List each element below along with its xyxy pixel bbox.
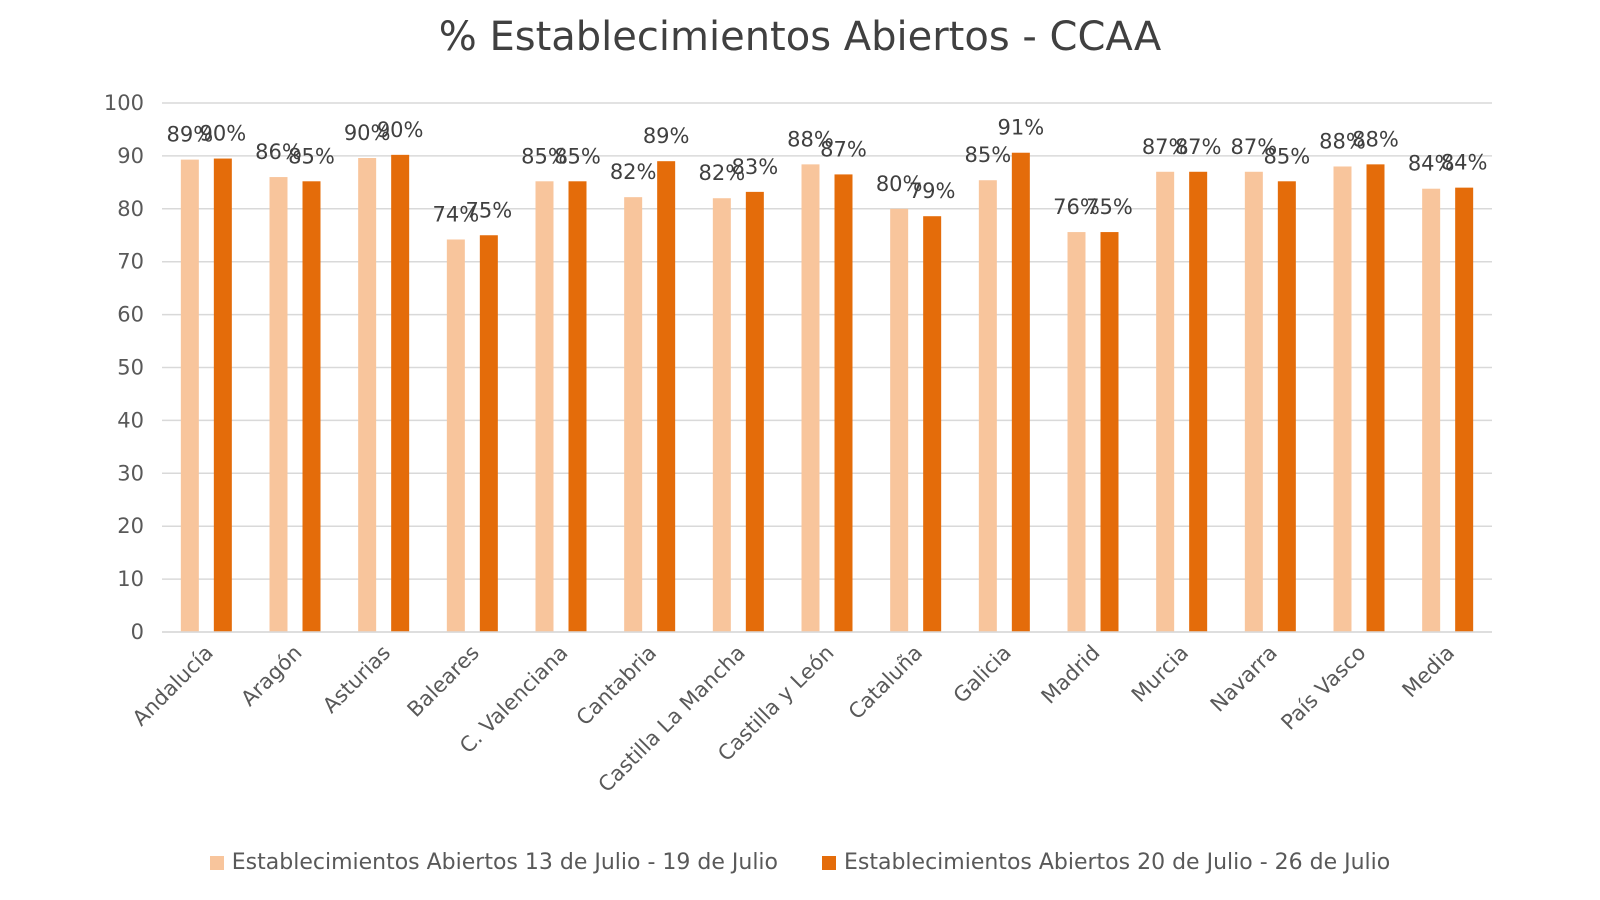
data-label: 90% [377,118,424,142]
bar-series-1 [1156,171,1175,632]
data-label: 84% [1441,151,1488,175]
bar-series-1 [1244,171,1263,632]
x-tick-label: Baleares [403,641,484,722]
bar-series-2 [834,174,853,633]
data-label: 85% [1263,144,1310,168]
data-label: 87% [1175,135,1222,159]
y-tick-label: 40 [117,408,144,432]
x-tick-label: Andalucía [128,641,218,731]
x-tick-label: Castilla La Mancha [594,641,750,797]
bar-series-1 [535,181,554,633]
data-label: 75% [1086,195,1133,219]
bar-series-2 [479,235,498,632]
data-label: 80% [876,172,923,196]
data-label: 90% [199,122,246,146]
data-label: 89% [643,124,690,148]
y-tick-label: 80 [117,197,144,221]
bar-series-1 [1422,188,1441,632]
legend-item-series-1: Establecimientos Abiertos 13 de Julio - … [209,850,778,875]
x-tick-label: Cataluña [844,641,927,724]
bar-series-1 [180,159,199,632]
data-label: 87% [1230,135,1277,159]
bar-series-2 [657,161,676,632]
x-tick-label: Galicia [949,641,1016,708]
bar-series-1 [712,198,731,632]
data-label: 76% [1053,195,1100,219]
y-tick-label: 20 [117,514,144,538]
legend-item-series-2: Establecimientos Abiertos 20 de Julio - … [822,850,1390,875]
bar-series-1 [624,197,643,633]
y-tick-label: 60 [117,303,144,327]
data-label: 79% [909,179,956,203]
bar-series-1 [1067,232,1086,633]
data-label: 87% [1142,135,1189,159]
y-tick-label: 30 [117,461,144,485]
bar-series-1 [358,158,377,633]
bar-series-2 [1366,164,1385,632]
bar-series-1 [890,208,909,633]
data-label: 82% [610,160,657,184]
data-label: 86% [255,140,302,164]
data-label: 87% [820,137,867,161]
data-label: 88% [1319,129,1366,153]
data-label: 91% [997,116,1044,140]
legend-swatch-series-1 [209,855,224,870]
data-label: 74% [432,202,479,226]
x-tick-label: Madrid [1037,641,1105,709]
bar-series-2 [1455,187,1474,632]
y-tick-label: 50 [117,356,144,380]
bar-series-1 [269,177,288,632]
x-tick-label: Asturias [318,641,395,718]
x-tick-label: País Vasco [1277,641,1371,735]
y-tick-label: 0 [131,620,144,644]
data-label: 90% [344,121,391,145]
bar-series-2 [213,158,232,633]
legend-swatch-series-2 [822,855,836,870]
data-label: 75% [465,198,512,222]
data-label: 84% [1408,152,1455,176]
data-label: 88% [1352,127,1399,151]
bar-series-2 [1100,232,1119,633]
y-tick-label: 100 [104,91,144,115]
data-label: 88% [787,127,834,151]
legend-label-series-1: Establecimientos Abiertos 13 de Julio - … [231,850,778,875]
legend-label-series-2: Establecimientos Abiertos 20 de Julio - … [844,850,1391,875]
data-label: 85% [521,144,568,168]
x-tick-label: Navarra [1206,641,1282,717]
bar-series-2 [745,191,764,632]
x-tick-label: Aragón [236,641,306,711]
x-tick-label: Cantabria [572,641,662,731]
data-label: 83% [731,155,778,179]
data-label: 89% [166,123,213,147]
data-label: 85% [964,143,1011,167]
bar-series-1 [978,180,997,632]
data-label: 85% [554,144,601,168]
y-tick-label: 10 [117,567,144,591]
chart-title: % Establecimientos Abiertos - CCAA [438,14,1162,60]
bar-series-1 [1333,166,1352,633]
y-tick-label: 90 [117,144,144,168]
legend: Establecimientos Abiertos 13 de Julio - … [0,850,1600,875]
y-tick-label: 70 [117,250,144,274]
data-label: 85% [288,144,335,168]
bar-series-2 [1189,171,1208,632]
bar-series-2 [1277,181,1296,633]
bar-series-1 [446,239,465,632]
bar-series-2 [568,181,587,633]
bar-series-2 [923,216,942,632]
x-tick-label: Murcia [1127,641,1193,707]
bar-series-2 [1011,152,1030,632]
x-tick-label: Media [1398,641,1460,703]
bar-series-2 [302,181,321,633]
bar-series-2 [391,154,410,633]
bar-series-1 [801,164,820,632]
data-label: 82% [698,161,745,185]
